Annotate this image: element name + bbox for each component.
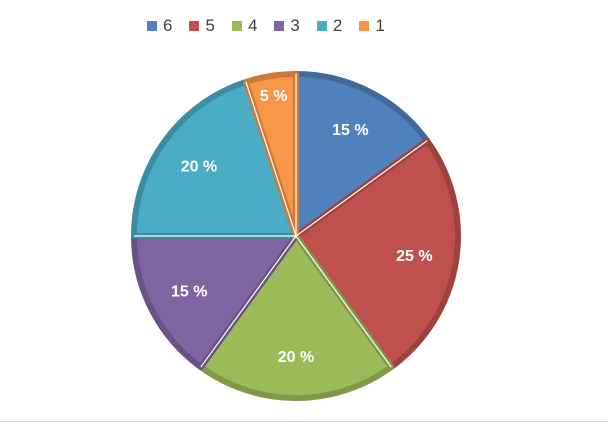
legend-item-1: 1	[359, 16, 385, 36]
legend-swatch-6	[147, 21, 157, 31]
legend-label-1: 1	[375, 16, 385, 35]
legend-item-5: 5	[189, 16, 215, 36]
pie-slice-label-4: 20 %	[278, 349, 314, 366]
chart-bottom-border	[0, 421, 608, 422]
pie-slice-label-2: 20 %	[181, 159, 217, 176]
legend-swatch-5	[189, 21, 200, 31]
pie-slice-label-1: 5 %	[260, 88, 288, 105]
legend-swatch-2	[316, 21, 327, 31]
pie-slice-6	[293, 71, 431, 239]
legend-swatch-4	[231, 21, 242, 31]
legend-item-3: 3	[274, 16, 300, 36]
legend-label-2: 2	[332, 16, 343, 35]
legend-item-6: 6	[147, 16, 172, 36]
pie-slice-5	[293, 137, 461, 371]
legend-label-3: 3	[290, 16, 300, 35]
legend-swatch-1	[359, 21, 370, 31]
pie-slice-label-3: 15 %	[171, 283, 207, 300]
legend-swatch-3	[274, 21, 285, 31]
legend-label-5: 5	[205, 16, 215, 35]
pie-slice-label-5: 25 %	[396, 248, 432, 265]
pie-slice-separator-4	[295, 235, 392, 368]
pie-slice-separator-5	[295, 140, 428, 237]
legend-label-4: 4	[247, 16, 258, 35]
pie-slice-3	[131, 233, 299, 371]
legend-item-2: 2	[316, 16, 343, 36]
pie-slice-4	[197, 233, 395, 401]
legend-item-4: 4	[231, 16, 258, 36]
chart-legend: 6 5 4 3 2 1	[147, 14, 402, 38]
pie-slice-separator-3	[200, 235, 297, 368]
pie-slice-separator-1	[245, 81, 297, 237]
pie-slice-label-6: 15 %	[332, 122, 368, 139]
legend-label-6: 6	[163, 16, 173, 35]
